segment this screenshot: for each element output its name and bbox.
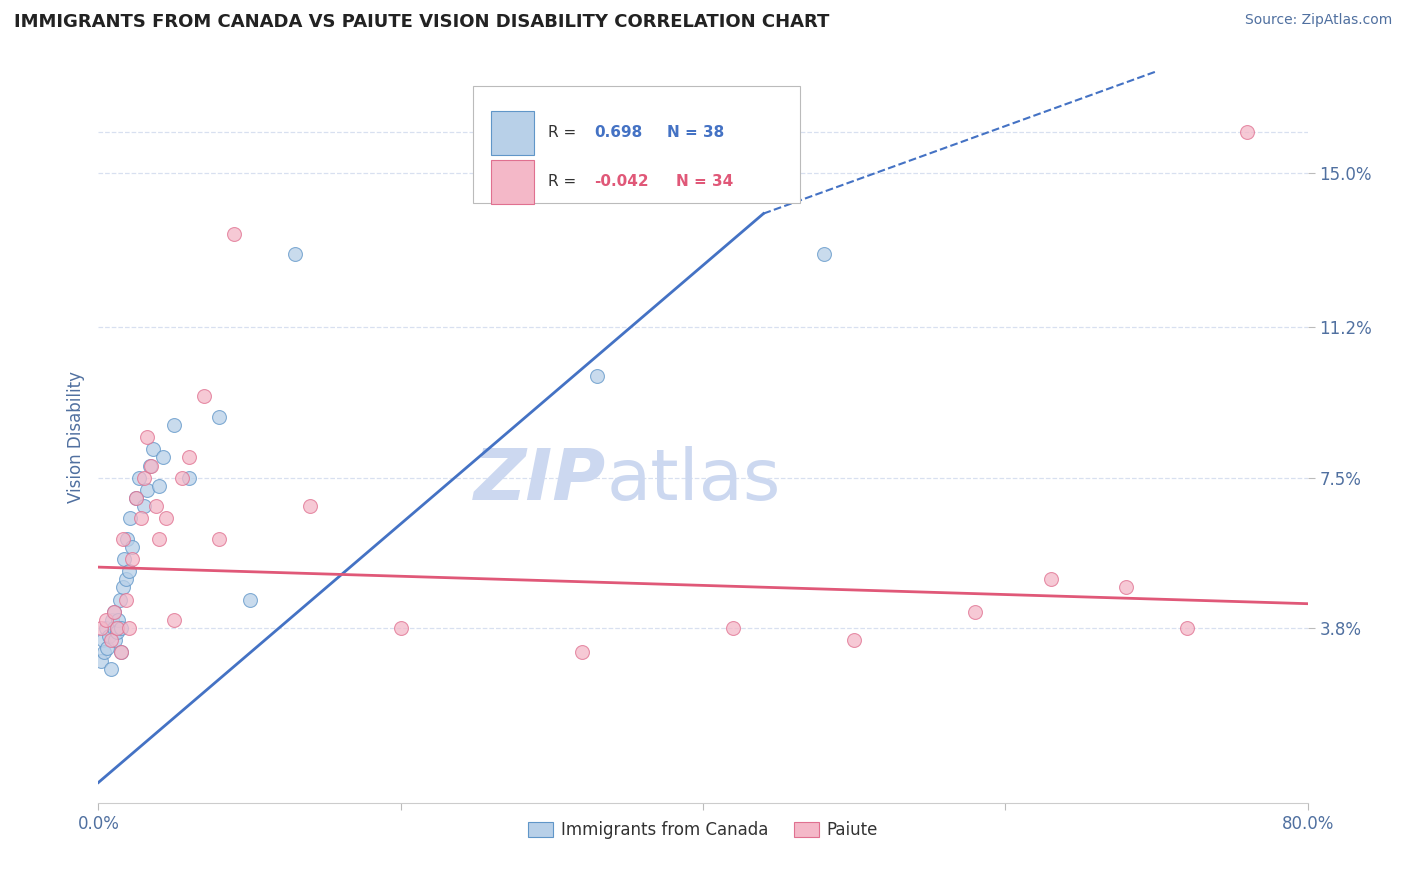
Point [103,621,125,635]
FancyBboxPatch shape [474,86,800,203]
Point [965,605,987,619]
Point [94,613,117,627]
Point [132,471,155,485]
Point [1115,581,1137,595]
Point [90,654,112,668]
Point [110,645,132,659]
Point [299,499,322,513]
Point [148,479,170,493]
Point [179,471,201,485]
Point [108,592,131,607]
Point [125,491,148,505]
Point [1039,572,1062,586]
Text: ZIP: ZIP [474,447,606,516]
Point [118,564,141,578]
Point [115,532,138,546]
Point [94,621,117,635]
Point [111,581,134,595]
Text: N = 38: N = 38 [666,125,724,140]
Point [170,471,193,485]
Point [155,511,177,525]
Text: 0.698: 0.698 [595,125,643,140]
Point [100,662,122,676]
Point [141,458,163,473]
Point [142,442,165,457]
Point [121,552,143,566]
Point [103,605,125,619]
Point [111,532,134,546]
Point [100,633,122,648]
Point [586,369,609,384]
Point [107,613,129,627]
Point [135,483,157,497]
Point [125,491,148,505]
Text: -0.042: -0.042 [595,175,648,189]
Text: atlas: atlas [606,447,780,516]
Point [103,605,125,619]
Point [91,633,114,648]
Point [389,621,412,635]
Point [96,641,118,656]
Point [239,592,262,607]
Text: IMMIGRANTS FROM CANADA VS PAIUTE VISION DISABILITY CORRELATION CHART: IMMIGRANTS FROM CANADA VS PAIUTE VISION … [14,13,830,31]
Point [152,450,174,465]
Text: R =: R = [548,175,581,189]
Point [179,450,201,465]
Point [112,552,135,566]
Point [224,227,246,241]
Y-axis label: Vision Disability: Vision Disability [66,371,84,503]
FancyBboxPatch shape [492,160,534,204]
Point [208,409,231,424]
Point [105,625,128,640]
Legend: Immigrants from Canada, Paiute: Immigrants from Canada, Paiute [522,814,884,846]
Point [148,532,170,546]
Text: R =: R = [548,125,581,140]
Point [114,592,136,607]
Point [129,511,152,525]
Point [93,645,115,659]
Point [105,621,128,635]
Point [101,613,124,627]
Point [163,417,186,432]
Point [104,633,127,648]
Point [110,621,132,635]
Point [571,645,593,659]
Point [128,471,150,485]
Point [135,430,157,444]
Point [110,645,132,659]
Point [284,247,307,261]
Point [120,511,142,525]
Point [163,613,186,627]
Point [132,499,155,513]
Point [121,540,143,554]
Point [1175,621,1198,635]
Point [90,621,112,635]
Point [145,499,167,513]
Point [139,458,162,473]
Point [208,532,231,546]
Point [118,621,141,635]
FancyBboxPatch shape [492,111,534,154]
Text: Source: ZipAtlas.com: Source: ZipAtlas.com [1244,13,1392,28]
Point [813,247,835,261]
Text: N = 34: N = 34 [676,175,734,189]
Point [98,629,121,643]
Point [1236,125,1258,139]
Point [723,621,745,635]
Point [844,633,866,648]
Point [193,389,215,403]
Point [114,572,136,586]
